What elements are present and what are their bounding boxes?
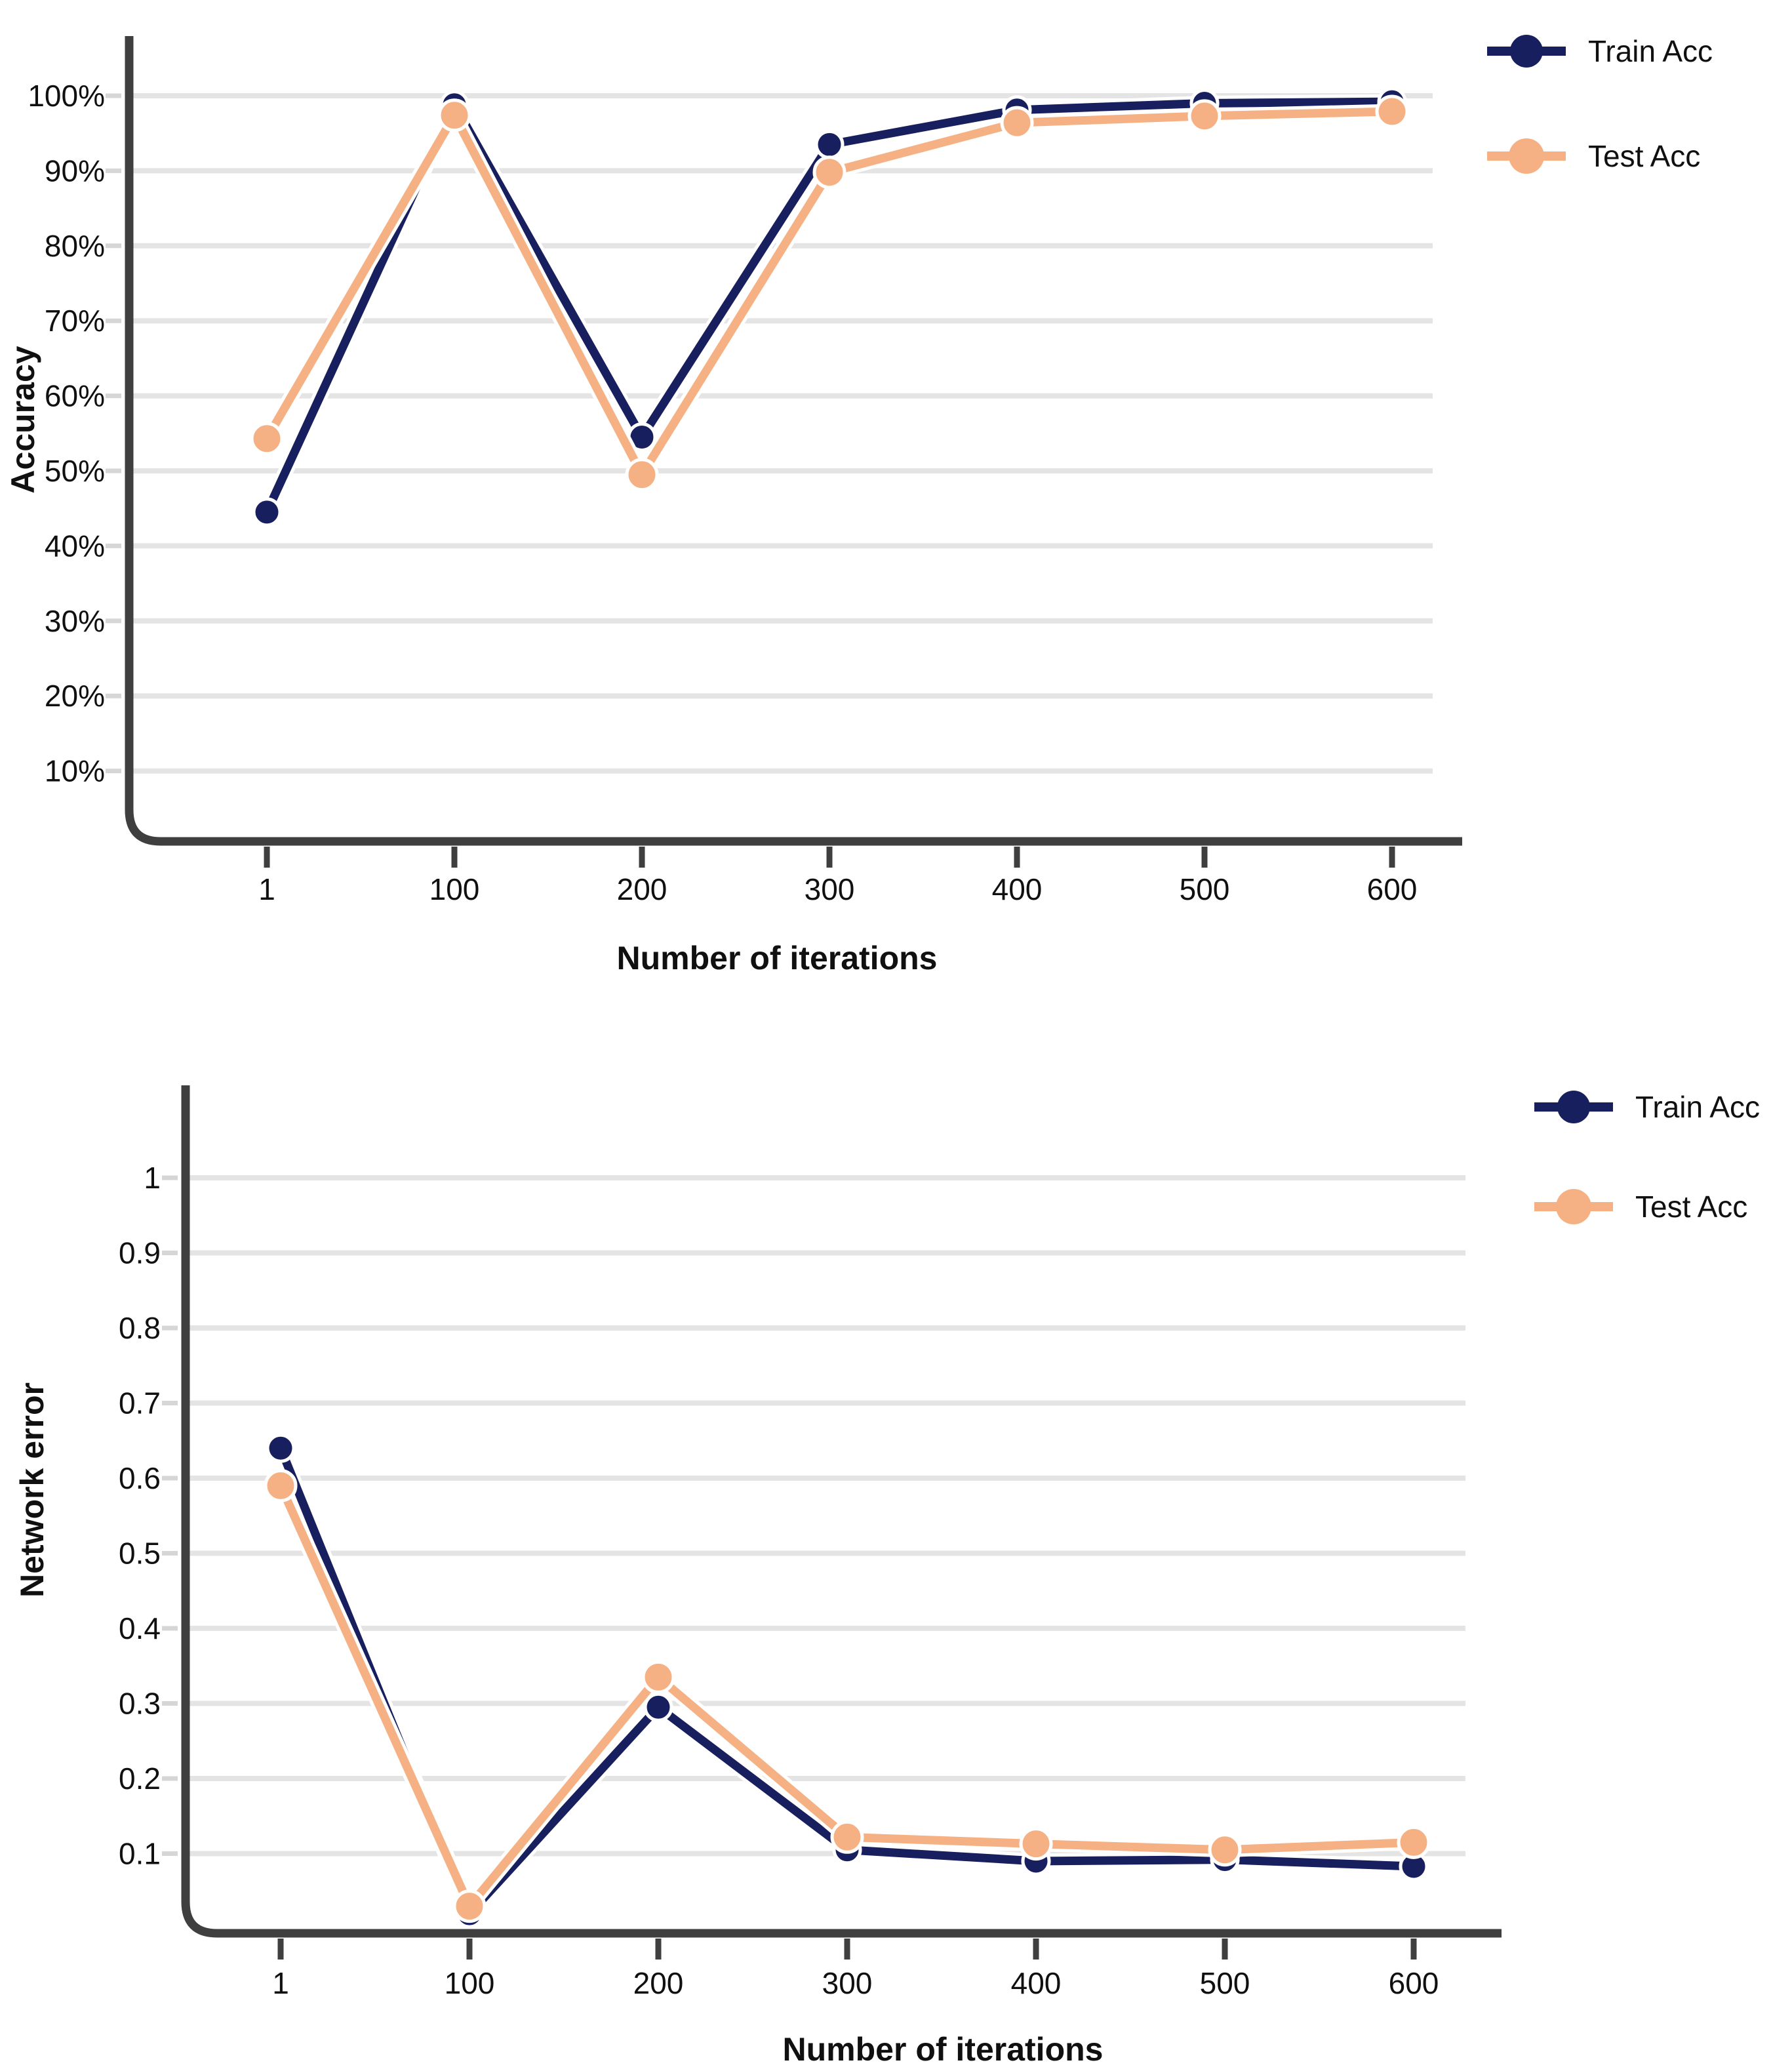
- chart-error: 0.1 0.2 0.3 0.4 0.5 0.6 0.7 0.8 0.9 1 1 100 200 300 40…: [14, 1085, 1760, 2068]
- data-point: [266, 1433, 296, 1463]
- x-tick-label: 600: [1389, 1966, 1439, 2000]
- axis-line: [181, 1085, 1502, 1938]
- legend-label: Test Acc: [1588, 139, 1700, 173]
- legend-marker: [1556, 1189, 1591, 1224]
- x-tick-label: 600: [1367, 872, 1418, 906]
- y-tick-label: 0.8: [119, 1311, 161, 1345]
- y-tick-label: 0.2: [119, 1761, 161, 1796]
- y-tick-label: 0.7: [119, 1386, 161, 1420]
- x-tick-label: 300: [822, 1966, 873, 2000]
- data-point: [1000, 106, 1034, 140]
- data-point: [814, 129, 845, 159]
- y-tick-label: 0.1: [119, 1837, 161, 1871]
- data-point: [252, 497, 282, 527]
- x-axis-title: Number of iterations: [783, 2031, 1104, 2068]
- data-point: [643, 1692, 673, 1722]
- y-tick-label: 70%: [45, 304, 105, 338]
- data-point: [1208, 1833, 1242, 1867]
- y-tick-label: 0.4: [119, 1611, 161, 1645]
- data-point: [452, 1889, 487, 1923]
- y-tick-label: 0.5: [119, 1537, 161, 1571]
- legend-label: Train Acc: [1635, 1090, 1760, 1124]
- data-point: [1187, 99, 1222, 133]
- x-tick-label: 100: [429, 872, 480, 906]
- y-tick-label: 100%: [28, 79, 105, 113]
- axis-line: [125, 36, 1462, 846]
- y-tick-label: 10%: [45, 754, 105, 788]
- y-tick-label: 80%: [45, 229, 105, 263]
- chart-accuracy: 10% 20% 30% 40% 50% 60% 70% 80% 90% 100% 1 100 200 30…: [5, 34, 1713, 976]
- data-point: [437, 98, 471, 132]
- y-axis-title: Network error: [14, 1382, 50, 1598]
- y-tick-label: 60%: [45, 379, 105, 413]
- y-tick-label: 90%: [45, 153, 105, 188]
- data-point: [625, 458, 659, 492]
- legend-marker: [1510, 35, 1543, 68]
- x-tick-label: 300: [805, 872, 855, 906]
- y-tick-label: 0.6: [119, 1461, 161, 1495]
- y-tick-label: 20%: [45, 679, 105, 713]
- x-tick-label: 100: [445, 1966, 495, 2000]
- data-point: [264, 1468, 298, 1502]
- legend-marker: [1557, 1091, 1590, 1123]
- legend-label: Test Acc: [1635, 1190, 1747, 1224]
- y-axis-title: Accuracy: [5, 346, 41, 493]
- data-point: [1019, 1827, 1053, 1861]
- y-tick-label: 0.9: [119, 1236, 161, 1270]
- x-tick-label: 400: [992, 872, 1043, 906]
- y-tick-label: 30%: [45, 604, 105, 638]
- data-point: [1397, 1825, 1431, 1859]
- x-tick-label: 400: [1011, 1966, 1062, 2000]
- y-tick-label: 40%: [45, 529, 105, 563]
- x-tick-label: 1: [272, 1966, 289, 2000]
- data-point: [812, 155, 846, 190]
- y-tick-label: 50%: [45, 454, 105, 488]
- x-tick-label: 500: [1200, 1966, 1250, 2000]
- x-tick-label: 200: [633, 1966, 684, 2000]
- x-axis-title: Number of iterations: [617, 940, 938, 976]
- x-tick-label: 500: [1180, 872, 1230, 906]
- legend-marker: [1509, 138, 1544, 174]
- data-point: [250, 422, 284, 456]
- x-tick-label: 1: [258, 872, 275, 906]
- y-tick-label: 0.3: [119, 1687, 161, 1721]
- x-tick-label: 200: [617, 872, 667, 906]
- data-point: [1375, 94, 1409, 129]
- data-point: [641, 1660, 675, 1694]
- data-point: [830, 1820, 864, 1854]
- legend-label: Train Acc: [1588, 34, 1713, 68]
- y-tick-label: 1: [144, 1161, 161, 1195]
